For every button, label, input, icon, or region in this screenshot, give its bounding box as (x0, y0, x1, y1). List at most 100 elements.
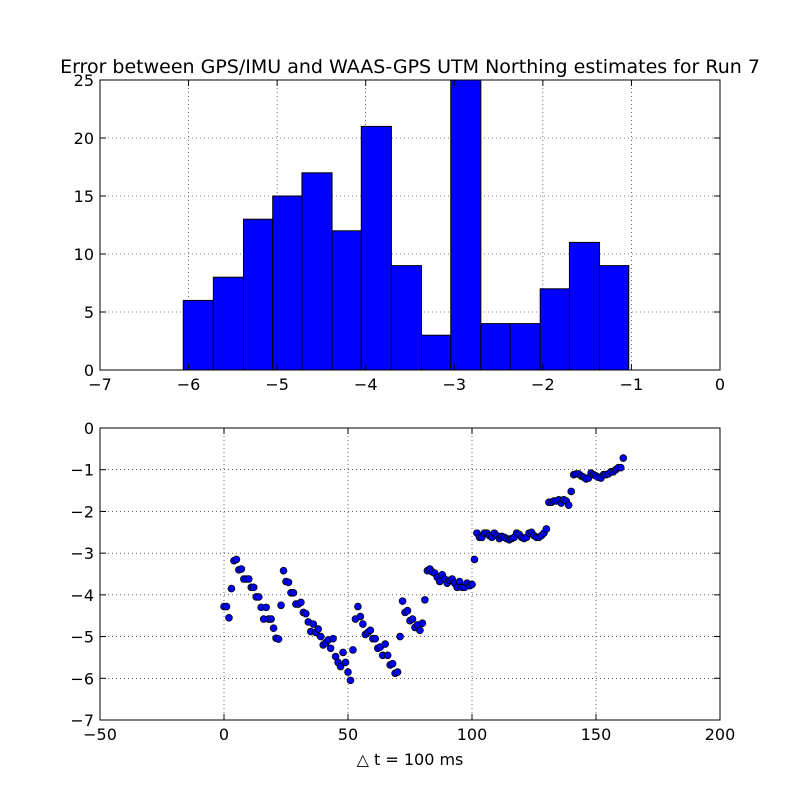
scatter-point (279, 566, 288, 575)
scatter-point (616, 463, 625, 472)
histogram-bar (301, 172, 333, 371)
histogram-frame (99, 79, 721, 371)
scatter-point (254, 593, 263, 601)
scatter-point (341, 658, 350, 667)
histogram-y-tick-label: 20 (74, 129, 94, 148)
histogram-x-tick-label: −6 (177, 375, 201, 394)
scatter-point (349, 646, 357, 654)
scatter-point (383, 651, 392, 660)
histogram-bar (480, 323, 511, 371)
scatter-point (262, 603, 270, 612)
scatter-point (302, 609, 310, 618)
scatter-point (232, 555, 241, 564)
histogram-bar (242, 218, 274, 371)
scatter-point (289, 588, 298, 597)
scatter-point (396, 632, 404, 641)
scatter-point (359, 620, 367, 628)
scatter-point (297, 598, 305, 607)
scatter-point (225, 613, 233, 622)
scatter-point (470, 555, 479, 564)
histogram-y-tick-label: 25 (74, 71, 94, 90)
scatter-x-tick-label: 100 (457, 725, 488, 744)
scatter-point (336, 662, 345, 671)
scatter-y-tick-label: −6 (70, 669, 94, 688)
histogram-bar (272, 195, 303, 371)
scatter-point (567, 487, 575, 496)
scatter-point (269, 624, 278, 633)
scatter-point (421, 596, 429, 604)
scatter-point (346, 676, 355, 685)
scatter-x-tick-label: 0 (219, 725, 229, 744)
scatter-point (619, 454, 628, 462)
histogram-title: Error between GPS/IMU and WAAS-GPS UTM N… (60, 56, 760, 78)
scatter-point (227, 584, 236, 593)
scatter-plot: −50 0 50 100 150 200 0 −1 −2 −3 −4 −5 −6 −7 (70, 419, 735, 744)
histogram-x-tick-label: 0 (715, 375, 725, 394)
scatter-point (339, 648, 347, 657)
scatter-point (237, 565, 246, 573)
histogram-bar (599, 265, 630, 371)
scatter-y-tick-label: −2 (70, 502, 94, 521)
histogram-x-tick-label: −5 (265, 375, 289, 394)
histogram-plot: −7 −6 −5 −4 −3 −2 −1 0 0 5 10 15 20 25 (74, 71, 725, 394)
histogram-bar (182, 299, 214, 371)
scatter-point (222, 602, 231, 611)
histogram-bar (212, 276, 244, 371)
scatter-point (398, 597, 407, 605)
scatter-point (468, 580, 476, 589)
scatter-y-tick-label: −5 (70, 628, 94, 647)
scatter-point (354, 602, 362, 611)
scatter-point (267, 615, 275, 623)
scatter-point (403, 606, 412, 615)
scatter-point (564, 501, 573, 509)
histogram-bar (539, 288, 570, 371)
scatter-y-tick-label: −7 (70, 711, 94, 730)
scatter-y-tick-label: −1 (70, 461, 94, 480)
scatter-point (245, 575, 253, 583)
histogram-bar (568, 241, 601, 371)
histogram-x-tick-label: −4 (354, 375, 378, 394)
scatter-x-tick-label: −50 (83, 725, 117, 744)
scatter-point (316, 632, 325, 641)
histogram-x-tick-label: −7 (88, 375, 112, 394)
scatter-point (542, 525, 551, 533)
scatter-point (249, 583, 258, 592)
histogram-bar (360, 125, 392, 371)
scatter-point (326, 644, 335, 653)
scatter-point (329, 634, 337, 643)
scatter-point (416, 626, 424, 635)
scatter-x-axis-label: △ t = 100 ms (357, 750, 464, 769)
histogram-y-tick-label: 10 (74, 245, 94, 264)
histogram-bar (421, 334, 452, 371)
scatter-point (284, 578, 293, 587)
scatter-frame (99, 427, 721, 721)
histogram-y-tick-label: 0 (84, 361, 94, 380)
scatter-point (371, 634, 380, 643)
scatter-y-tick-label: −3 (70, 544, 94, 563)
histogram-bar (331, 230, 362, 371)
scatter-point (366, 626, 375, 635)
histogram-y-tick-label: 15 (74, 187, 94, 206)
scatter-y-tick-label: 0 (84, 419, 94, 438)
scatter-point (356, 612, 365, 621)
scatter-point (277, 601, 285, 610)
scatter-point (344, 668, 352, 676)
scatter-point (388, 659, 397, 668)
scatter-x-tick-label: 50 (338, 725, 358, 744)
histogram-bar (509, 323, 541, 371)
scatter-x-tick-label: 200 (705, 725, 736, 744)
histogram-x-tick-label: −3 (442, 375, 466, 394)
scatter-x-tick-label: 150 (581, 725, 612, 744)
histogram-x-tick-label: −2 (531, 375, 555, 394)
scatter-point (381, 640, 390, 648)
scatter-point (314, 625, 323, 633)
scatter-y-tick-label: −4 (70, 586, 94, 605)
histogram-bar (450, 79, 482, 371)
scatter-point (309, 620, 318, 628)
histogram-bar (390, 265, 423, 371)
scatter-point (408, 615, 417, 623)
scatter-point (418, 619, 427, 628)
histogram-y-tick-label: 5 (84, 303, 94, 322)
histogram-x-tick-label: −1 (620, 375, 644, 394)
